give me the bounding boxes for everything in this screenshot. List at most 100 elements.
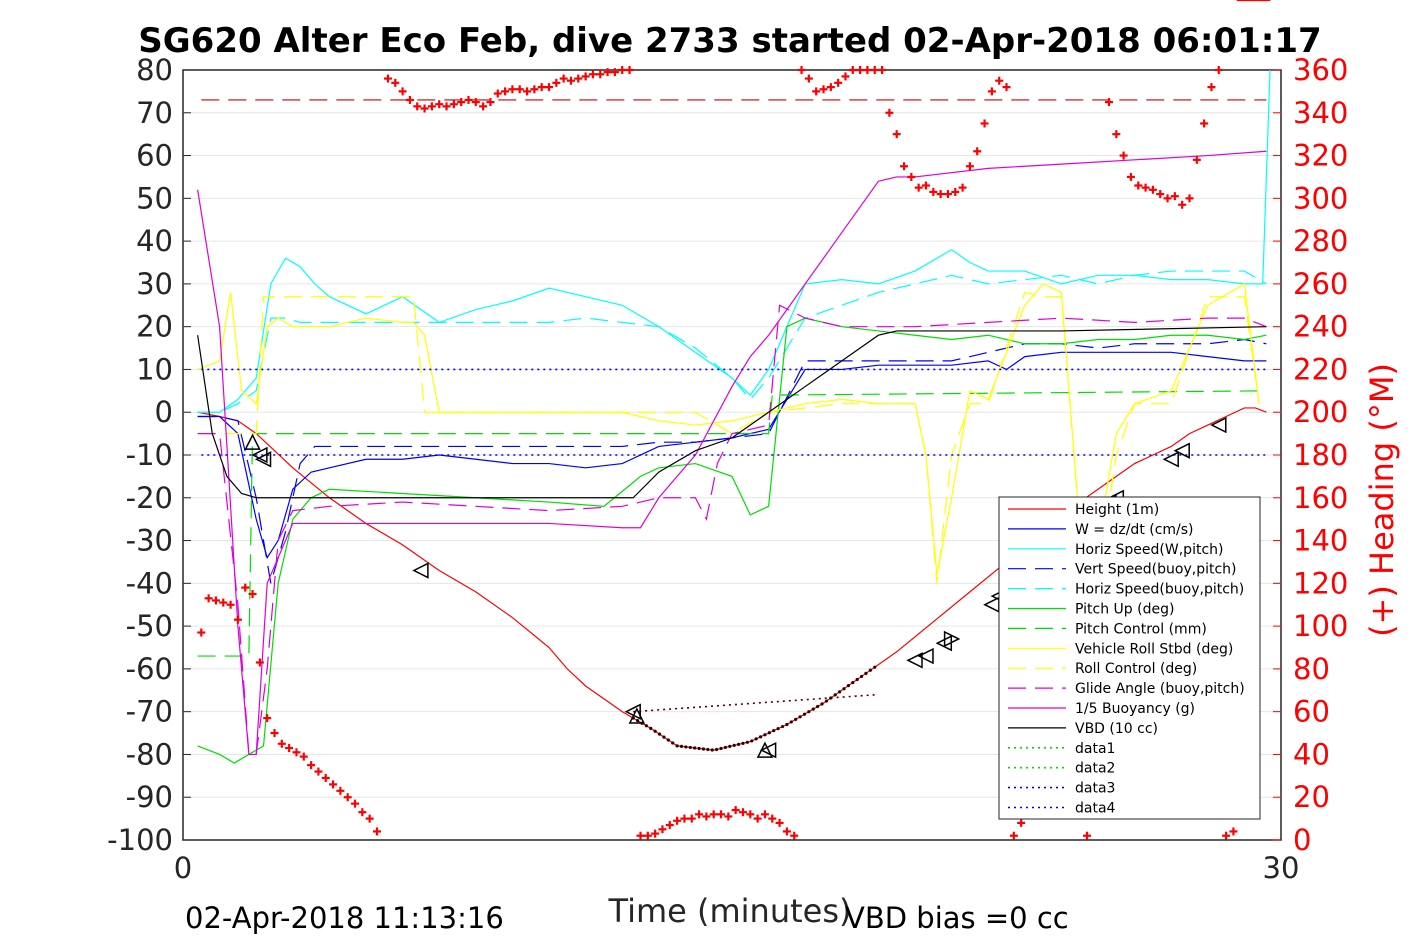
depth-dot xyxy=(649,726,653,730)
heading-point xyxy=(1222,831,1231,840)
tick-label-left: 20 xyxy=(136,310,173,344)
series-line-5 xyxy=(197,317,1267,764)
heading-point xyxy=(618,66,627,74)
tick-label-left: 40 xyxy=(136,224,173,258)
depth-dot xyxy=(807,710,811,714)
depth-dot xyxy=(732,743,736,747)
heading-point xyxy=(746,810,755,819)
depth-dot xyxy=(697,746,701,751)
legend-label: data3 xyxy=(1075,781,1115,797)
tick-label-left: -80 xyxy=(126,737,173,771)
heading-point xyxy=(731,806,740,815)
heading-point xyxy=(471,98,480,107)
series-line-4 xyxy=(197,270,1267,413)
depth-dot xyxy=(859,674,864,679)
heading-point xyxy=(1083,831,1092,840)
heading-point xyxy=(1126,172,1135,181)
heading-point xyxy=(1002,83,1011,92)
triangle-marker xyxy=(759,741,777,759)
tick-label-left: -50 xyxy=(126,609,173,643)
heading-point xyxy=(277,739,286,748)
tick-label-right: 320 xyxy=(1293,139,1348,173)
heading-point xyxy=(1119,151,1128,160)
heading-point xyxy=(435,100,444,109)
heading-point xyxy=(574,74,583,83)
legend-label: Horiz Speed(buoy,pitch) xyxy=(1075,582,1244,598)
tick-label-right: 300 xyxy=(1293,181,1348,215)
tick-label-right: 340 xyxy=(1293,96,1348,130)
depth-dot xyxy=(829,696,833,700)
tick-label-right: 280 xyxy=(1293,224,1348,258)
triangle-marker xyxy=(244,433,261,450)
legend-label: 1/5 Buoyancy (g) xyxy=(1075,701,1195,717)
heading-point xyxy=(848,66,857,74)
depth-dot xyxy=(838,690,842,694)
heading-point xyxy=(358,808,367,817)
heading-point xyxy=(427,102,436,111)
y-axis-left-ticks: 80 70 60 50 40 30 20 10 0 -10 -20 -30 -40 -50 -60 -70 -8… xyxy=(107,53,191,857)
heading-point xyxy=(372,827,381,836)
heading-point xyxy=(943,190,952,199)
heading-point xyxy=(863,66,872,74)
heading-point xyxy=(343,793,352,802)
heading-point xyxy=(255,658,264,667)
heading-point xyxy=(995,76,1004,85)
heading-point xyxy=(508,85,517,94)
heading-point xyxy=(515,85,524,94)
heading-point xyxy=(885,108,894,117)
x-axis-label: Time (minutes) xyxy=(608,892,852,930)
depth-dot xyxy=(728,744,732,749)
heading-point xyxy=(479,102,488,111)
depth-dot xyxy=(873,665,877,669)
tick-label-left: -60 xyxy=(126,652,173,686)
heading-point xyxy=(709,810,718,819)
heading-point xyxy=(493,89,502,98)
heading-point xyxy=(610,68,619,77)
heading-point xyxy=(636,831,645,840)
heading-point xyxy=(1163,194,1172,203)
tick-label-left: 60 xyxy=(136,139,173,173)
tick-label-left: -10 xyxy=(126,438,173,472)
tick-label-right: 200 xyxy=(1293,395,1348,429)
heading-point xyxy=(673,816,682,825)
tick-label-left: 70 xyxy=(136,96,173,130)
heading-point xyxy=(449,100,458,109)
heading-point xyxy=(1178,200,1187,209)
depth-dot xyxy=(723,745,728,750)
heading-point xyxy=(552,78,561,87)
heading-point xyxy=(812,87,821,96)
depth-dot xyxy=(741,741,745,745)
depth-dot xyxy=(754,737,758,741)
heading-point xyxy=(819,85,828,94)
heading-point xyxy=(314,767,323,776)
heading-point xyxy=(936,190,945,199)
heading-point xyxy=(1156,190,1165,199)
heading-point xyxy=(643,831,652,840)
heading-point xyxy=(588,70,597,79)
tick-label-left: 30 xyxy=(136,267,173,301)
series-line-9 xyxy=(197,304,1267,756)
tick-label-right: 20 xyxy=(1293,780,1330,814)
tick-label-left: 50 xyxy=(136,181,173,215)
heading-point xyxy=(398,87,407,96)
heading-point xyxy=(219,598,228,607)
depth-dot xyxy=(851,680,855,685)
depth-dot xyxy=(868,668,872,672)
heading-point xyxy=(625,66,634,74)
tick-label-right: 140 xyxy=(1293,524,1348,558)
triangle-marker xyxy=(251,446,268,464)
legend-label: Vehicle Roll Stbd (deg) xyxy=(1075,641,1233,657)
tick-label-x: 30 xyxy=(1263,851,1300,885)
depth-dot xyxy=(715,747,719,752)
triangle-marker xyxy=(906,652,923,669)
series-line-11 xyxy=(197,326,1267,499)
heading-point xyxy=(870,66,879,74)
heading-point xyxy=(204,594,213,603)
heading-point xyxy=(581,72,590,81)
triangle-marker xyxy=(254,451,272,468)
heading-point xyxy=(717,810,726,819)
heading-point xyxy=(537,83,546,92)
depth-dot xyxy=(701,747,706,751)
legend-box xyxy=(998,496,1261,820)
